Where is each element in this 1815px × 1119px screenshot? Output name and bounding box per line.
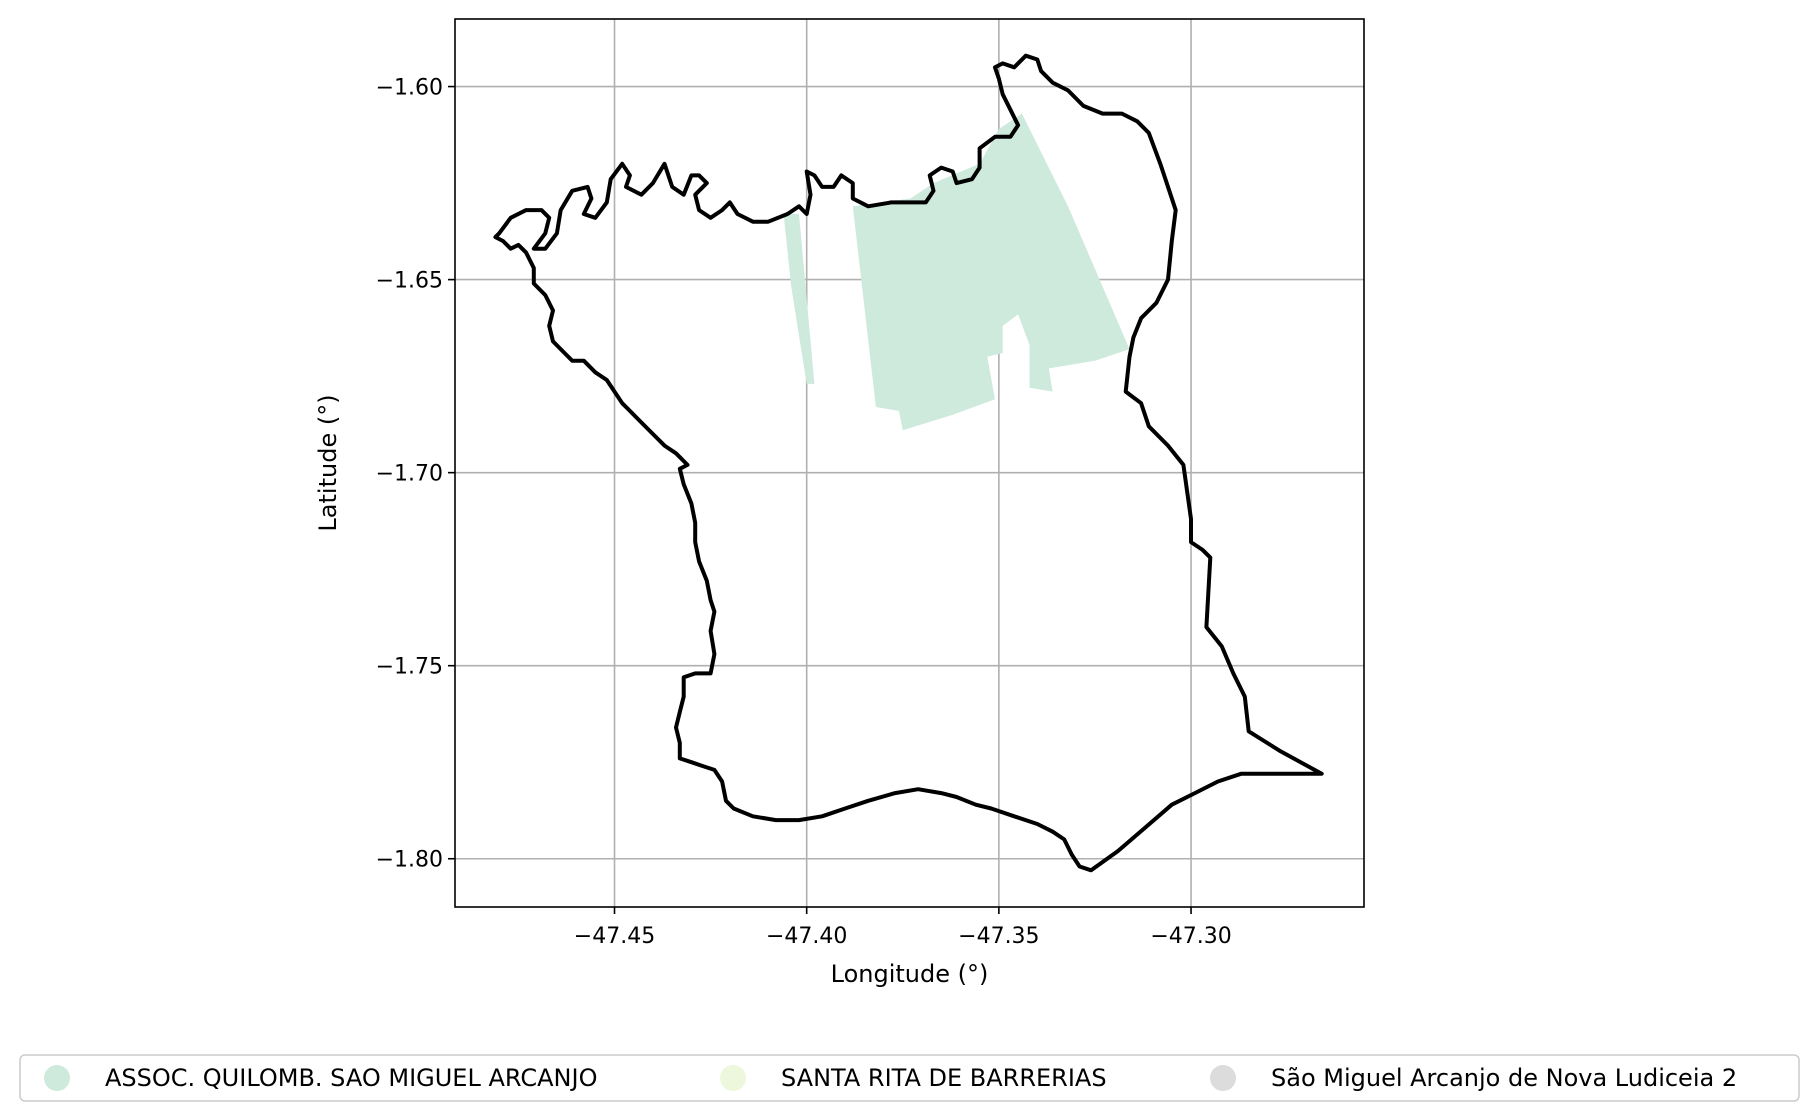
legend-frame [19,1054,1800,1102]
x-tick-label: −47.30 [1150,924,1231,949]
settlement-area-polygon [852,113,1130,431]
y-tick-label: −1.80 [376,848,443,873]
legend-marker [1210,1065,1236,1091]
x-tick-label: −47.40 [766,924,847,949]
plot-background [455,19,1364,907]
settlement-area-polygon [783,214,815,384]
x-tick-label: −47.35 [958,924,1039,949]
legend-label: SANTA RITA DE BARRERIAS [781,1064,1107,1092]
legend: ASSOC. QUILOMB. SAO MIGUEL ARCANJO SANTA … [19,1054,1800,1102]
legend-label: ASSOC. QUILOMB. SAO MIGUEL ARCANJO [105,1064,597,1092]
y-tick-label: −1.75 [376,655,443,680]
y-tick-label: −1.70 [376,462,443,487]
axis-ticks: −47.45 −47.40 −47.35 −47.30 −1.60 −1.65 −1.70 −… [376,76,1232,949]
y-axis-label: Latitude (°) [314,394,342,531]
x-tick-label: −47.45 [574,924,655,949]
legend-label: São Miguel Arcanjo de Nova Ludiceia 2 [1271,1064,1737,1092]
y-tick-label: −1.65 [376,269,443,294]
municipality-boundary [493,53,1324,873]
x-axis-label: Longitude (°) [831,960,989,988]
plot-frame [454,18,1365,908]
legend-marker [720,1065,746,1091]
y-tick-label: −1.60 [376,76,443,101]
settlement-areas [783,113,1130,431]
legend-marker [44,1065,70,1091]
boundary-outline [493,53,1324,873]
